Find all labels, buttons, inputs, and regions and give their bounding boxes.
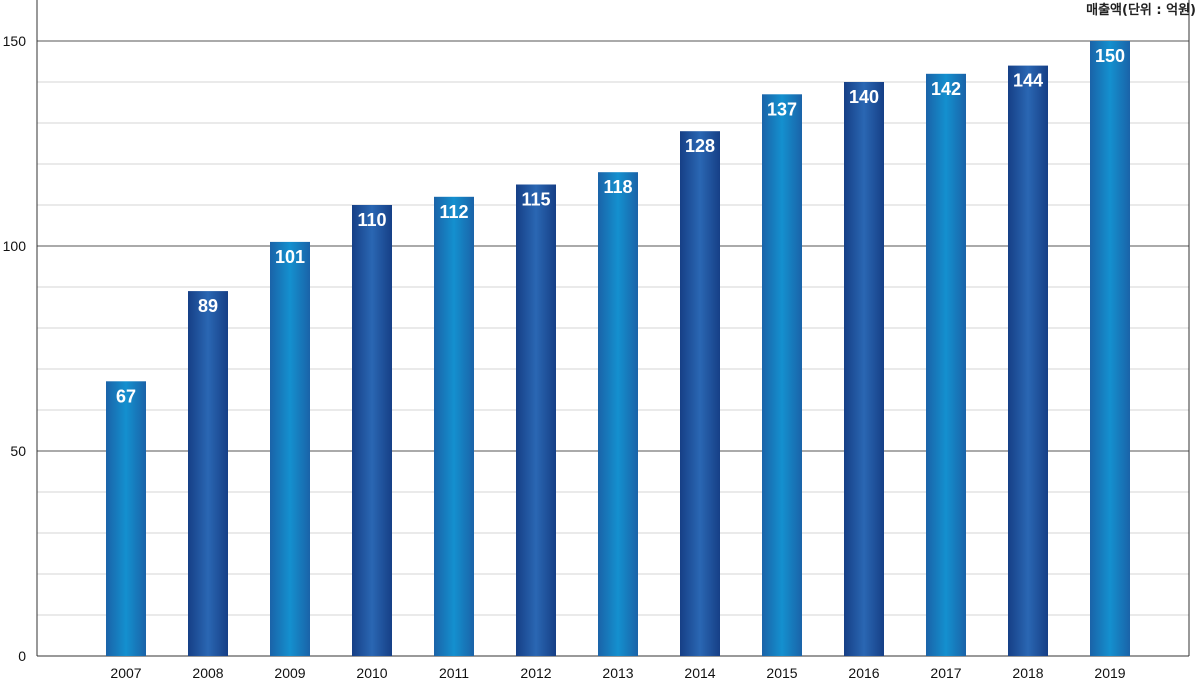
x-tick-label-2016: 2016 xyxy=(848,665,879,681)
x-tick-label-2011: 2011 xyxy=(439,665,469,681)
value-label-2007: 67 xyxy=(116,386,136,406)
x-tick-label-2017: 2017 xyxy=(930,665,961,681)
bar-2016 xyxy=(844,82,884,656)
x-tick-label-2008: 2008 xyxy=(192,665,223,681)
x-tick-label-2012: 2012 xyxy=(520,665,551,681)
x-tick-label-2014: 2014 xyxy=(684,665,715,681)
value-label-2008: 89 xyxy=(198,296,218,316)
y-tick-label: 150 xyxy=(3,33,27,49)
x-tick-label-2007: 2007 xyxy=(110,665,141,681)
y-tick-labels: 0 50 100 150 xyxy=(3,33,27,664)
x-tick-label-2018: 2018 xyxy=(1012,665,1043,681)
bar-2011 xyxy=(434,196,474,657)
value-label-2015: 137 xyxy=(767,99,797,119)
x-tick-label-2013: 2013 xyxy=(602,665,633,681)
x-tick-labels: 2007 2008 2009 2010 2011 2012 2013 2014 2015 2016… xyxy=(110,665,1125,681)
x-tick-label-2015: 2015 xyxy=(766,665,797,681)
y-tick-label: 50 xyxy=(10,443,26,459)
value-label-2018: 144 xyxy=(1013,71,1043,91)
bar-2010 xyxy=(352,205,392,656)
y-tick-label: 0 xyxy=(18,648,26,664)
bar-2007 xyxy=(106,381,146,656)
x-tick-label-2010: 2010 xyxy=(356,665,387,681)
bar-2012 xyxy=(516,184,556,656)
value-label-2019: 150 xyxy=(1095,46,1125,66)
value-label-2016: 140 xyxy=(849,87,879,107)
bar-2017 xyxy=(926,73,966,657)
unit-label: 매출액(단위 : 억원) xyxy=(1086,2,1196,18)
bar-2014 xyxy=(680,131,720,656)
y-tick-label: 100 xyxy=(3,238,27,254)
bar-2008 xyxy=(188,291,228,656)
value-label-2010: 110 xyxy=(357,210,386,230)
value-label-2013: 118 xyxy=(603,177,632,197)
bar-2019 xyxy=(1090,41,1130,656)
value-label-2017: 142 xyxy=(931,79,961,99)
bar-2009 xyxy=(270,241,310,656)
x-tick-label-2009: 2009 xyxy=(274,665,305,681)
value-label-2011: 112 xyxy=(439,202,468,222)
bar-2018 xyxy=(1008,65,1048,657)
bars: 67 89 101 110 112 115 118 128 137 140 142 144 150 xyxy=(106,41,1130,657)
bar-2013 xyxy=(598,172,638,656)
value-label-2012: 115 xyxy=(521,190,550,210)
x-tick-label-2019: 2019 xyxy=(1094,665,1125,681)
value-label-2014: 128 xyxy=(685,136,715,156)
value-label-2009: 101 xyxy=(275,247,305,267)
bar-2015 xyxy=(762,94,802,657)
